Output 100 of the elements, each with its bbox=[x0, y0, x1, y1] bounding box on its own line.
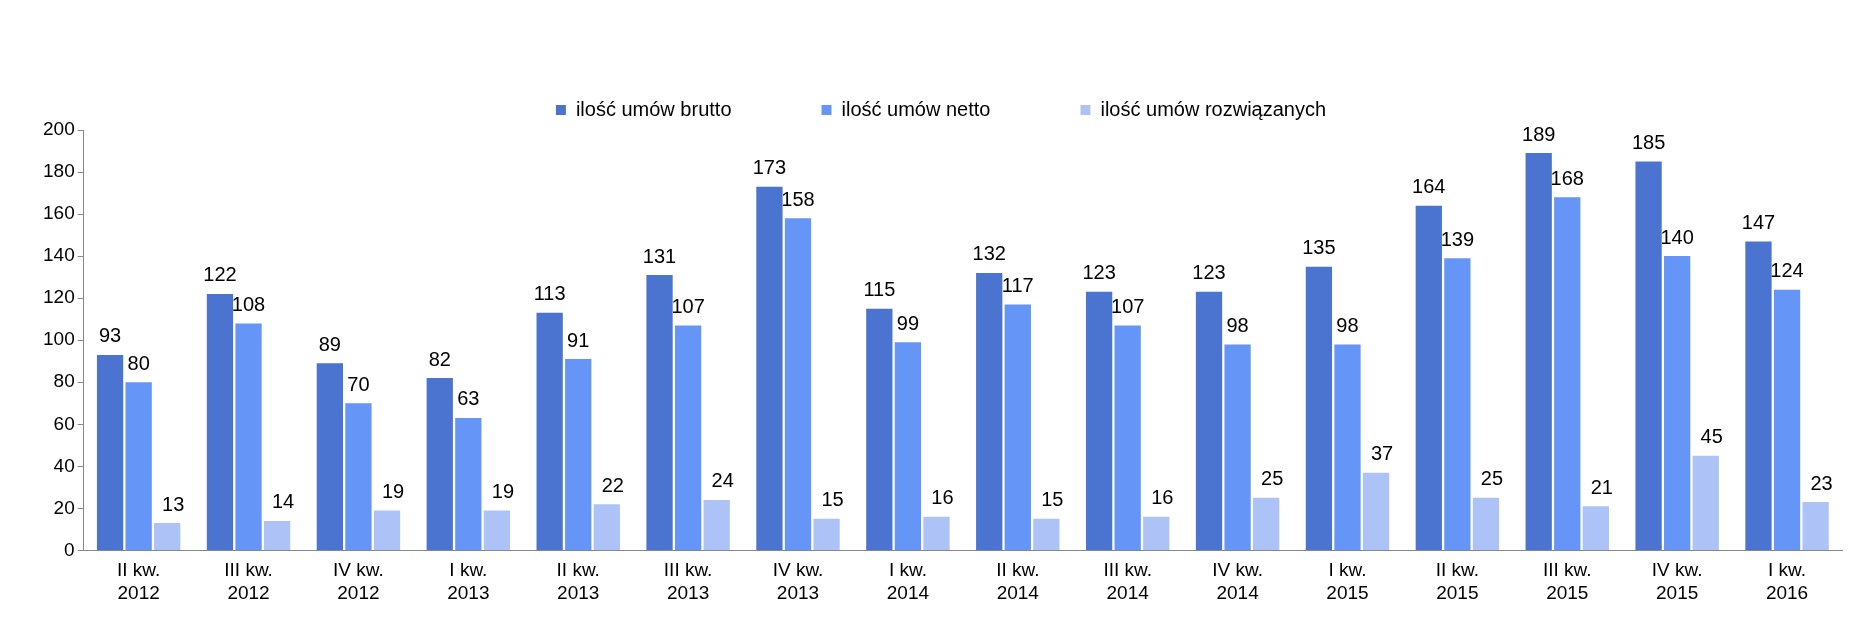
x-tick-label: I kw. 2015 bbox=[1326, 559, 1369, 603]
bar bbox=[894, 342, 922, 550]
data-label: 15 bbox=[821, 488, 844, 511]
data-label: 117 bbox=[1001, 273, 1034, 296]
data-label: 99 bbox=[896, 311, 920, 334]
bar bbox=[1582, 506, 1609, 550]
data-label: 139 bbox=[1440, 227, 1475, 250]
bar bbox=[593, 504, 620, 550]
x-tick-label: III kw. 2015 bbox=[1542, 559, 1592, 603]
data-label: 14 bbox=[271, 490, 295, 513]
bar bbox=[455, 417, 482, 550]
bar bbox=[1773, 289, 1801, 550]
data-label: 124 bbox=[1770, 259, 1804, 282]
y-tick-label: 60 bbox=[53, 412, 75, 434]
bar bbox=[756, 186, 783, 550]
y-tick-label: 180 bbox=[43, 160, 75, 182]
x-tick-label: II kw. 2014 bbox=[996, 559, 1040, 603]
data-label: 91 bbox=[567, 328, 590, 351]
data-label: 93 bbox=[98, 324, 122, 347]
bar bbox=[703, 499, 730, 550]
y-tick-label: 80 bbox=[53, 370, 75, 392]
data-label: 45 bbox=[1700, 425, 1723, 448]
bar bbox=[976, 272, 1003, 550]
y-tick-label: 120 bbox=[43, 286, 75, 308]
bar bbox=[1472, 497, 1500, 550]
data-label: 63 bbox=[457, 387, 480, 410]
data-label: 135 bbox=[1302, 236, 1336, 259]
y-tick-label: 40 bbox=[53, 454, 75, 476]
data-label: 132 bbox=[972, 242, 1006, 265]
bar bbox=[813, 518, 840, 550]
x-tick-label: II kw. 2015 bbox=[1435, 559, 1480, 603]
data-label: 164 bbox=[1412, 175, 1446, 198]
bar bbox=[1635, 161, 1662, 550]
y-tick-label: 0 bbox=[64, 538, 75, 560]
data-label: 107 bbox=[671, 295, 705, 317]
data-label: 123 bbox=[1192, 261, 1226, 284]
data-label: 15 bbox=[1041, 488, 1064, 511]
bar bbox=[1664, 256, 1691, 550]
bar bbox=[1195, 291, 1223, 550]
y-tick-label: 100 bbox=[43, 328, 75, 350]
data-label: 147 bbox=[1741, 210, 1776, 233]
bar bbox=[316, 363, 344, 550]
data-label: 19 bbox=[491, 479, 515, 502]
bar bbox=[426, 378, 453, 550]
x-tick-label: II kw. 2013 bbox=[556, 559, 600, 603]
bar bbox=[1114, 325, 1141, 550]
bar bbox=[96, 354, 124, 550]
data-label: 168 bbox=[1550, 166, 1584, 189]
data-label: 16 bbox=[931, 486, 954, 509]
y-tick-label: 20 bbox=[53, 496, 75, 518]
bar bbox=[235, 323, 262, 550]
x-tick-label: III kw. 2014 bbox=[1103, 559, 1152, 603]
bar bbox=[483, 510, 511, 550]
bar bbox=[1745, 241, 1772, 550]
bar bbox=[1224, 344, 1251, 550]
data-label: 98 bbox=[1336, 313, 1359, 336]
x-tick-label: III kw. 2012 bbox=[224, 559, 273, 603]
legend-label: ilość umów rozwiązanych bbox=[1100, 97, 1327, 120]
bar bbox=[125, 382, 152, 550]
data-label: 140 bbox=[1660, 225, 1694, 248]
data-label: 70 bbox=[347, 372, 370, 395]
y-tick-label: 200 bbox=[43, 118, 75, 140]
data-label: 122 bbox=[203, 263, 237, 286]
bar bbox=[1143, 516, 1170, 550]
bar bbox=[206, 293, 234, 550]
data-label: 19 bbox=[381, 479, 405, 502]
x-tick-label: III kw. 2013 bbox=[663, 559, 713, 603]
legend-label: ilość umów netto bbox=[841, 97, 991, 120]
x-tick-label: I kw. 2013 bbox=[447, 559, 490, 603]
data-label: 16 bbox=[1151, 486, 1174, 509]
bar bbox=[1415, 205, 1442, 550]
bar bbox=[1525, 153, 1552, 550]
x-tick-label: IV kw. 2015 bbox=[1651, 559, 1703, 603]
x-tick-label: IV kw. 2014 bbox=[1212, 559, 1263, 603]
bar bbox=[646, 275, 673, 550]
data-label: 158 bbox=[781, 187, 815, 210]
data-label: 23 bbox=[1810, 471, 1833, 494]
data-label: 185 bbox=[1631, 131, 1666, 154]
bar bbox=[866, 308, 893, 550]
data-label: 25 bbox=[1480, 467, 1504, 490]
bar bbox=[1004, 304, 1031, 550]
data-label: 123 bbox=[1082, 261, 1116, 284]
data-label: 13 bbox=[162, 492, 185, 515]
data-label: 98 bbox=[1226, 313, 1249, 336]
x-tick-label: II kw. 2012 bbox=[117, 559, 161, 603]
y-tick-label: 140 bbox=[43, 244, 75, 266]
x-tick-label: I kw. 2014 bbox=[886, 559, 930, 603]
data-label: 22 bbox=[601, 473, 624, 496]
bar bbox=[1033, 518, 1060, 550]
bar bbox=[1305, 266, 1333, 550]
bar bbox=[923, 516, 950, 550]
bar bbox=[1334, 344, 1361, 550]
bar bbox=[1362, 472, 1390, 550]
bar bbox=[1444, 258, 1471, 550]
data-label: 107 bbox=[1111, 295, 1145, 317]
x-tick-label: IV kw. 2012 bbox=[333, 559, 384, 603]
data-label: 113 bbox=[533, 282, 566, 305]
legend-label: ilość umów brutto bbox=[575, 97, 732, 120]
bar bbox=[565, 359, 592, 550]
bar bbox=[1802, 502, 1829, 550]
